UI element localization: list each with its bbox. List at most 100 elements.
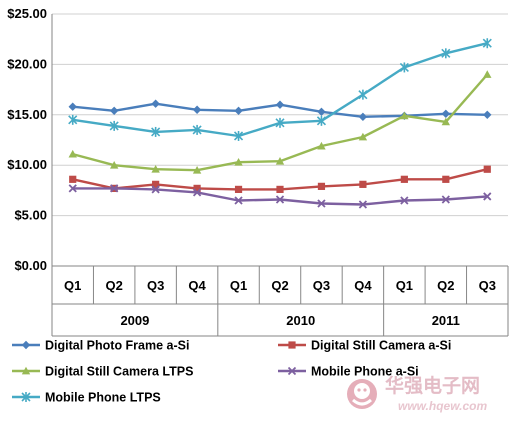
data-point [68,184,77,193]
data-point [234,196,243,205]
data-point [275,195,285,204]
data-point [317,199,326,208]
data-point [483,70,492,78]
marker-stroke [275,195,285,204]
data-point [68,114,78,125]
x-year-label: 2010 [286,313,315,328]
data-point [151,126,161,137]
watermark-brand-name: 华强电子网 [385,374,480,397]
marker-stroke [151,185,160,194]
x-axis-tick-labels: 2009 2010 2011 Q1 Q2 Q3 Q4 Q1 Q2 Q3 Q4 Q1 Q2 Q3 [64,278,496,328]
marker-stroke [400,196,409,205]
marker-stroke [110,184,119,193]
marker-stroke [287,366,297,376]
data-point [193,184,201,192]
marker-stroke [483,192,492,201]
data-point [192,166,202,174]
x-tick-label: Q3 [147,278,164,293]
series-2 [68,70,492,174]
x-tick-label: Q1 [64,278,81,293]
data-point [151,99,160,108]
legend-entry: Digital Still Camera LTPS [12,365,193,379]
marker-stroke [317,199,326,208]
data-point [441,48,451,59]
y-axis-tick-labels: $0.00 $5.00 $10.00 $15.00 $20.00 $25.00 [7,6,47,273]
data-point [317,182,326,190]
watermark-url: www.hqew.com [398,399,487,413]
data-point [192,188,202,197]
y-tick-label: $15.00 [7,107,47,122]
legend-label: Digital Still Camera a-Si [311,339,451,353]
gridlines [52,13,508,217]
series-4 [68,38,492,141]
data-point [109,106,119,115]
marker-stroke [192,188,202,197]
data-point [234,185,243,193]
data-point [275,117,285,128]
data-point [316,115,327,126]
data-point [275,156,285,165]
data-point [151,185,160,194]
data-point [358,200,368,209]
legend-label: Mobile Phone LTPS [45,391,161,405]
data-point [400,111,409,120]
series-3 [68,184,492,209]
data-point [68,102,77,111]
data-point [483,110,492,119]
data-point [441,195,450,204]
marker-stroke [358,200,368,209]
data-point [233,130,244,141]
data-point [234,106,243,115]
plot-frame [51,14,509,337]
legend-entry: Digital Still Camera a-Si [278,339,451,353]
data-point [110,184,119,193]
x-tick-label: Q3 [313,278,330,293]
legend-label: Digital Still Camera LTPS [45,365,193,379]
marker-stroke [234,196,243,205]
marker-stroke [441,195,450,204]
series-lines [68,38,492,209]
marker-stroke [68,184,77,193]
data-point [192,124,202,135]
legend-entry: Mobile Phone LTPS [12,391,161,405]
x-year-label: 2009 [120,313,149,328]
data-point [441,109,451,118]
x-tick-label: Q4 [354,278,372,293]
data-point [275,100,285,109]
data-point [482,38,492,49]
legend-label: Mobile Phone a-Si [311,365,419,379]
data-point [358,112,368,122]
y-tick-label: $5.00 [14,208,47,223]
legend-swatch-marker [288,341,296,349]
x-tick-label: Q1 [396,278,413,293]
data-point [276,185,284,193]
legend: Digital Photo Frame a-Si Digital Still Ca… [12,339,451,405]
x-tick-label: Q2 [437,278,454,293]
data-point [442,175,450,183]
data-point [109,161,119,169]
data-point [192,105,202,114]
data-point [400,175,408,183]
data-point [358,89,368,100]
data-point [441,117,451,126]
data-point [317,141,326,150]
data-point [359,180,367,188]
legend-swatch-marker [21,392,31,402]
red-mascot-logo-icon [347,379,377,409]
x-tick-label: Q2 [271,278,288,293]
data-point [400,196,409,205]
y-tick-label: $10.00 [7,157,47,172]
data-point [68,149,77,158]
data-point [234,157,243,166]
x-tick-label: Q1 [230,278,247,293]
data-point [152,180,160,188]
legend-swatch-marker [21,340,31,350]
series-0 [68,99,492,122]
data-point [151,165,160,173]
x-tick-label: Q3 [479,278,496,293]
legend-entry: Digital Photo Frame a-Si [12,339,189,353]
y-tick-label: $0.00 [14,258,47,273]
legend-entry: Mobile Phone a-Si [278,365,419,379]
data-point [483,165,491,173]
